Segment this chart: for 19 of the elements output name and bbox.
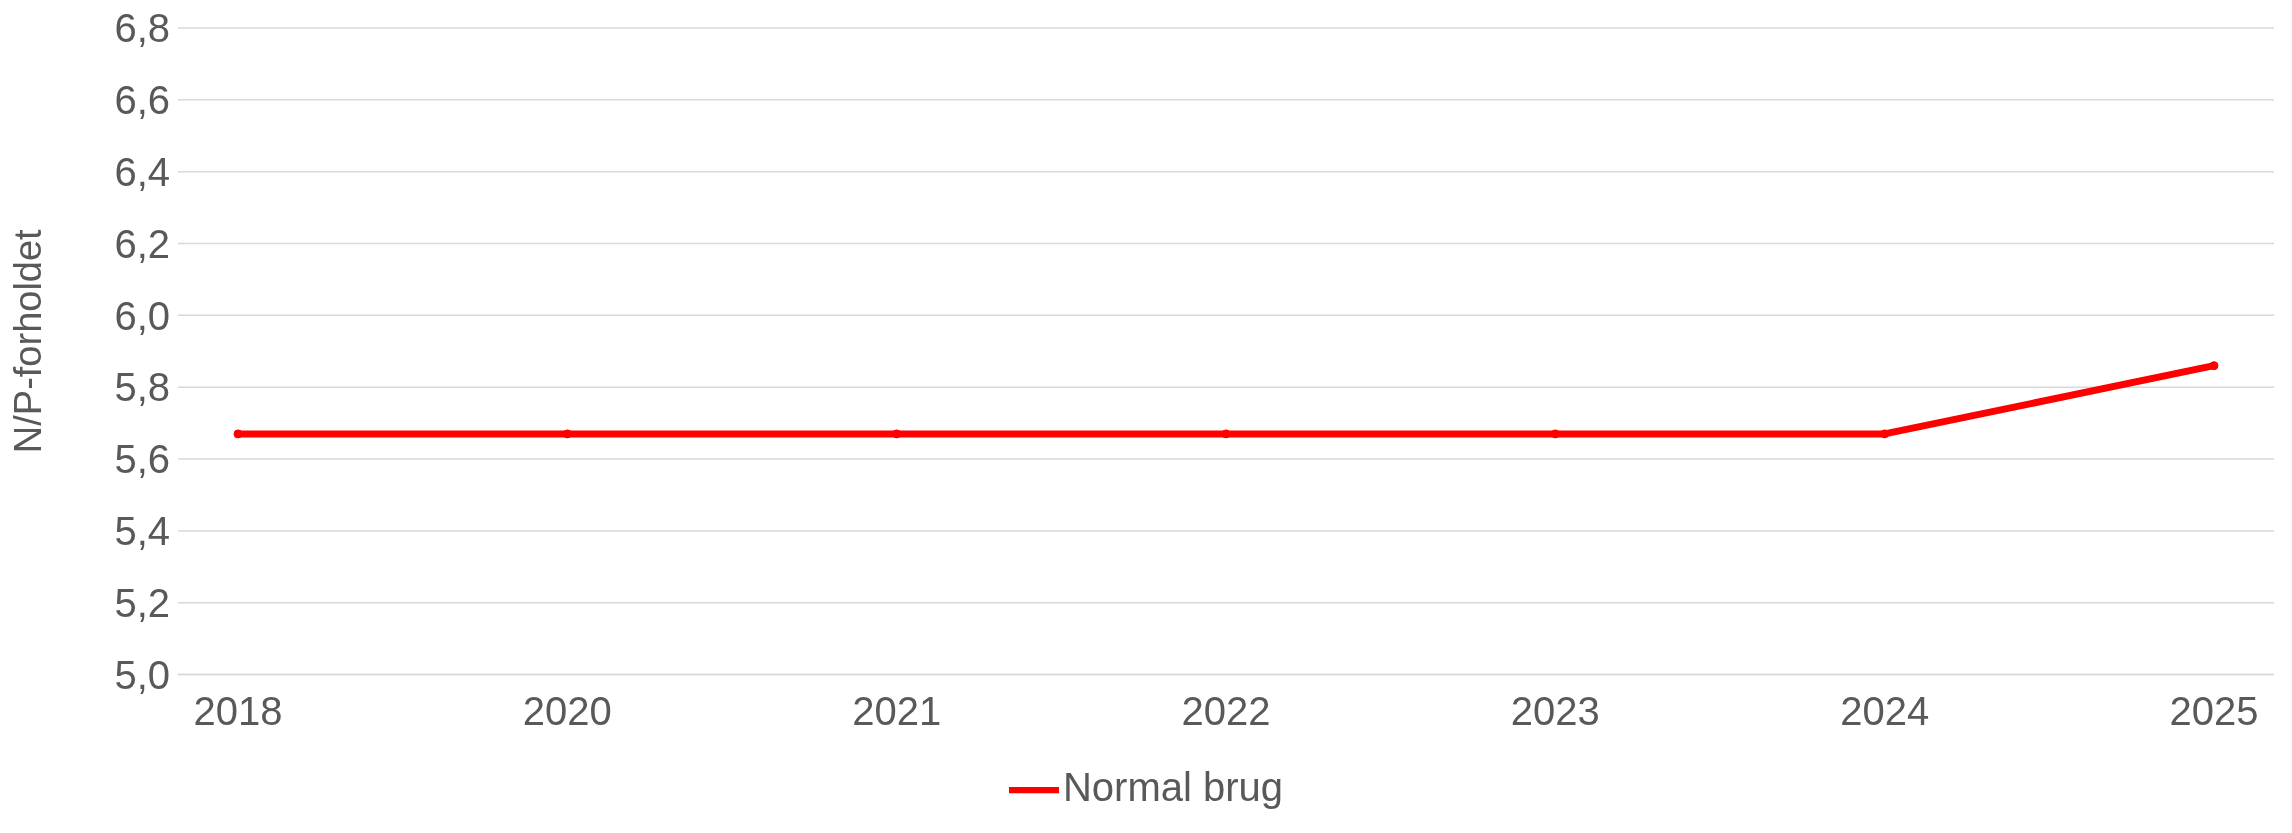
y-tick-label: 5,6 bbox=[114, 437, 170, 482]
y-tick-label: 5,8 bbox=[114, 365, 170, 410]
y-tick-label: 5,4 bbox=[114, 509, 170, 554]
y-tick-label: 6,8 bbox=[114, 6, 170, 51]
x-tick-label: 2021 bbox=[852, 688, 942, 733]
x-tick-label: 2025 bbox=[2169, 688, 2259, 733]
y-tick-label: 6,2 bbox=[114, 221, 170, 266]
y-tick-label: 5,0 bbox=[114, 652, 170, 697]
x-tick-label: 2022 bbox=[1181, 688, 1271, 733]
y-axis-title: N/P-forholdet bbox=[7, 228, 50, 454]
y-tick-label: 6,6 bbox=[114, 78, 170, 123]
x-tick-label: 2018 bbox=[193, 688, 283, 733]
x-tick-label: 2023 bbox=[1510, 688, 1600, 733]
y-tick-label: 5,2 bbox=[114, 580, 170, 625]
y-tick-label: 6,0 bbox=[114, 293, 170, 338]
x-tick-label: 2024 bbox=[1840, 688, 1930, 733]
x-tick-label: 2020 bbox=[522, 688, 612, 733]
y-tick-label: 6,4 bbox=[114, 149, 170, 194]
legend-label: Normal brug bbox=[1062, 764, 1284, 809]
